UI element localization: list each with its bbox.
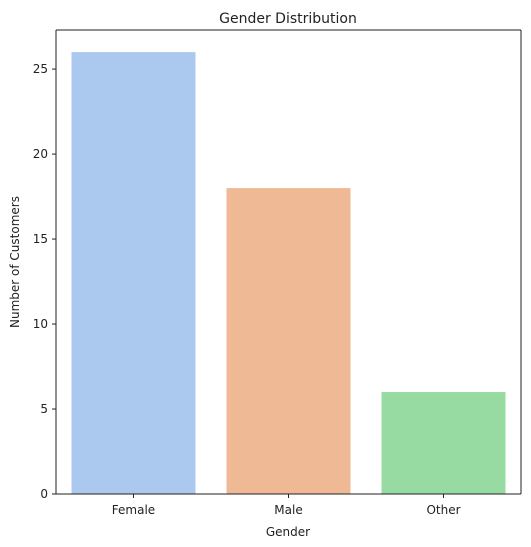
bar-other [381, 392, 506, 494]
x-axis-label: Gender [266, 525, 310, 539]
plot-area [71, 52, 506, 495]
x-tick-label: Male [274, 503, 302, 517]
y-tick-label: 0 [40, 487, 48, 501]
y-tick-label: 10 [33, 317, 48, 331]
y-tick-label: 20 [33, 147, 48, 161]
x-tick-label: Female [112, 503, 155, 517]
chart-title: Gender Distribution [219, 11, 357, 27]
y-tick-label: 15 [33, 232, 48, 246]
y-axis-label: Number of Customers [8, 196, 22, 328]
x-tick-label: Other [426, 503, 460, 517]
bar-female [71, 52, 196, 494]
x-axis-ticks: Female Male Other [112, 494, 461, 517]
y-tick-label: 5 [40, 402, 48, 416]
bar-male [226, 188, 351, 495]
y-tick-label: 25 [33, 62, 48, 76]
y-axis-ticks: 0 5 10 15 20 25 [33, 62, 56, 501]
